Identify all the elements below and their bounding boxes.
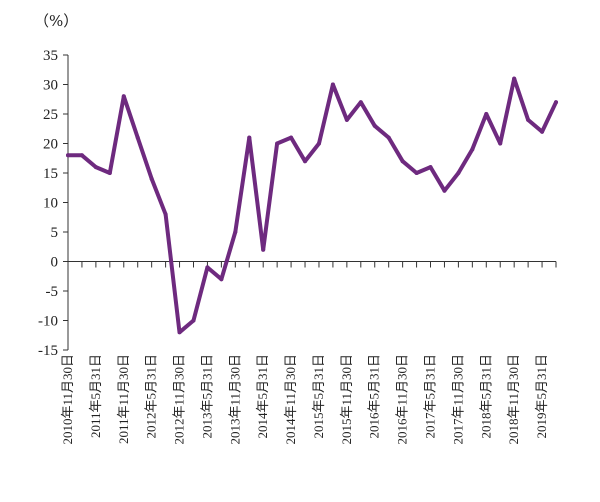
x-tick-label: 2015年5月31日	[311, 354, 326, 439]
data-point	[191, 318, 196, 323]
data-point	[79, 153, 84, 158]
x-tick-label: 2010年11月30日	[60, 354, 75, 445]
y-tick-label: 30	[43, 78, 58, 94]
y-tick-label: 35	[43, 48, 58, 64]
data-point	[275, 141, 280, 146]
x-tick-label: 2018年11月30日	[506, 354, 521, 445]
x-tick-label: 2015年11月30日	[339, 354, 354, 445]
data-point	[163, 212, 168, 217]
data-points	[66, 76, 558, 335]
series-line	[66, 76, 558, 335]
data-point	[484, 112, 489, 116]
data-point	[121, 94, 126, 99]
y-unit-label: （%）	[34, 12, 78, 30]
data-point	[526, 117, 531, 122]
y-tick-label: 15	[43, 166, 58, 182]
data-point	[540, 129, 545, 134]
data-point	[400, 159, 405, 164]
data-point	[344, 117, 349, 122]
data-point	[219, 277, 224, 282]
data-point	[233, 230, 238, 234]
y-tick-label: 20	[43, 137, 58, 153]
x-tick-label: 2016年5月31日	[367, 354, 382, 439]
y-tick-label: -10	[38, 314, 58, 330]
x-tick-label: 2018年5月31日	[478, 354, 493, 439]
x-axis-ticks: 2010年11月30日 2011年5月31日 2011年11月30日 2012年5月3…	[60, 261, 557, 445]
data-point	[470, 147, 475, 152]
x-tick-label: 2012年11月30日	[172, 354, 187, 445]
data-point	[330, 82, 335, 87]
x-tick-label: 2012年5月31日	[144, 354, 159, 439]
data-point	[428, 165, 433, 170]
x-tick-label: 2013年11月30日	[227, 354, 242, 445]
x-tick-label: 2011年11月30日	[116, 354, 131, 444]
data-point	[512, 76, 517, 81]
x-tick-label: 2019年5月31日	[534, 354, 549, 439]
axes	[67, 55, 556, 350]
data-point	[247, 135, 252, 140]
x-tick-label: 2014年5月31日	[255, 354, 270, 439]
data-point	[316, 141, 321, 146]
y-tick-label: 5	[51, 225, 59, 241]
y-tick-label: -15	[38, 343, 58, 359]
data-point	[456, 171, 461, 175]
data-point	[498, 141, 503, 146]
data-point	[372, 123, 377, 128]
x-tick-label: 2017年5月31日	[423, 354, 438, 439]
data-point	[66, 153, 70, 158]
x-tick-label: 2016年11月30日	[395, 354, 410, 445]
data-point	[107, 171, 112, 175]
data-point	[442, 188, 447, 193]
x-tick-label: 2017年11月30日	[450, 354, 465, 445]
data-point	[205, 265, 210, 270]
y-axis-ticks: 35 30 25 20 15 10 5 0 -5 -10 -15	[38, 48, 68, 359]
data-point	[135, 135, 140, 140]
data-point	[289, 135, 294, 140]
y-tick-label: 25	[43, 107, 58, 123]
data-point	[261, 247, 266, 252]
data-point	[149, 176, 154, 181]
x-tick-label: 2014年11月30日	[283, 354, 298, 445]
data-point	[93, 165, 98, 170]
x-tick-label: 2011年5月31日	[88, 354, 103, 438]
data-point	[414, 171, 419, 175]
x-tick-label: 2013年5月31日	[199, 354, 214, 439]
y-tick-label: 10	[43, 196, 58, 212]
data-point	[177, 330, 182, 335]
y-tick-label: 0	[51, 255, 59, 271]
data-point	[358, 100, 363, 105]
data-point	[386, 135, 391, 140]
data-point	[303, 159, 308, 164]
data-point	[554, 100, 558, 105]
y-tick-label: -5	[46, 284, 59, 300]
